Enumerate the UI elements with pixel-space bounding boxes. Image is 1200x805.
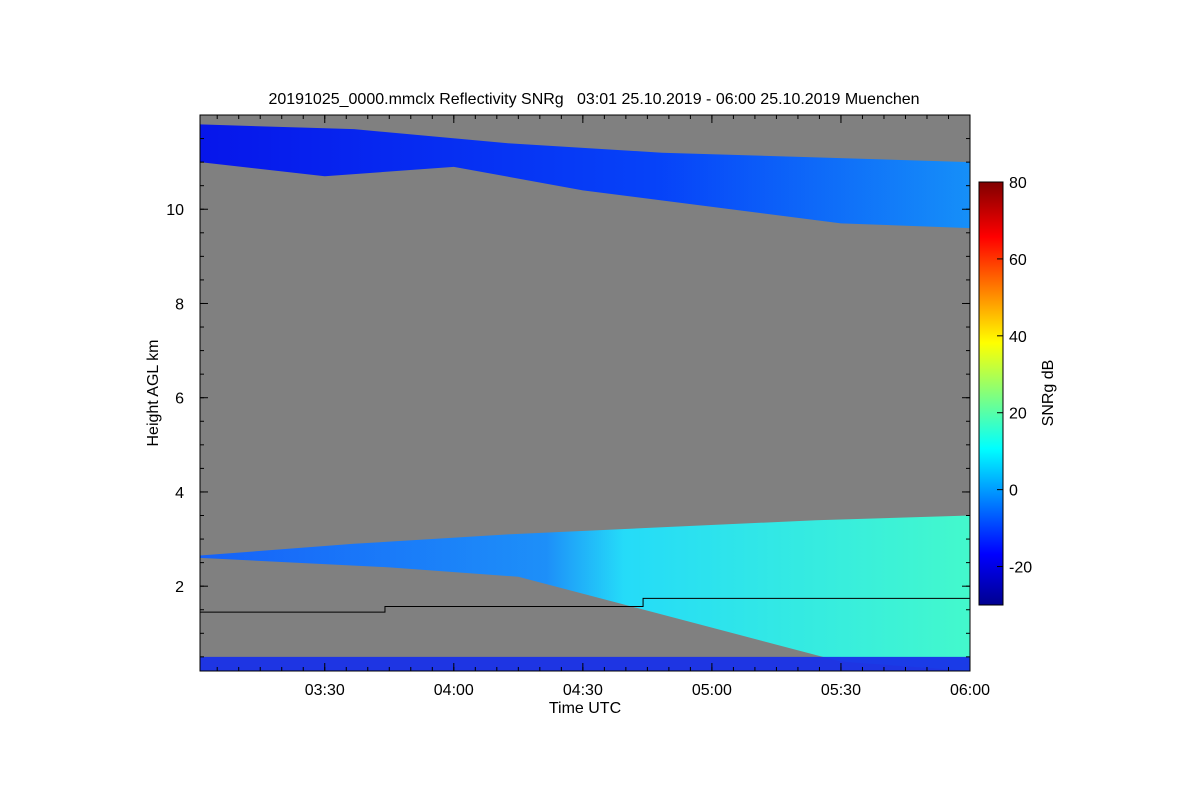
x-tick-label: 05:00 [692,682,732,699]
y-tick-label: 2 [175,579,184,596]
y-tick-label: 8 [175,296,184,313]
x-tick-label: 04:30 [563,682,603,699]
colorbar-tick-label: -20 [1009,560,1032,577]
colorbar-label: SNRg dB [1040,360,1057,427]
boundary-line [200,597,970,613]
data-layers [200,124,970,671]
colorbar [978,181,1004,606]
colorbar-tick-label: 80 [1009,175,1027,192]
colorbar-tick-label: 20 [1009,406,1027,423]
y-tick-label: 10 [166,202,184,219]
chart-title: 20191025_0000.mmclx Reflectivity SNRg 03… [268,91,919,108]
colorbar-tick-label: 40 [1009,329,1027,346]
layer-lower-stratiform [200,515,970,671]
y-tick-label: 4 [175,485,184,502]
x-axis-label: Time UTC [549,700,621,717]
x-tick-label: 05:30 [821,682,861,699]
x-tick-label: 04:00 [434,682,474,699]
colorbar-ticks: -20 0 20 40 60 80 [997,175,1032,577]
y-tick-label: 6 [175,391,184,408]
colorbar-tick-label: 0 [1009,483,1018,500]
layer-upper-cirrus [200,124,970,229]
axes: 03:30 04:00 04:30 05:00 05:30 06:00 2 4 6 8 10 [166,115,990,699]
x-tick-label: 06:00 [950,682,990,699]
colorbar-tick-label: 60 [1009,252,1027,269]
plot-frame [199,114,971,672]
x-tick-label: 03:30 [305,682,345,699]
y-axis-label: Height AGL km [145,339,162,446]
layer-ground-clutter [200,656,970,671]
